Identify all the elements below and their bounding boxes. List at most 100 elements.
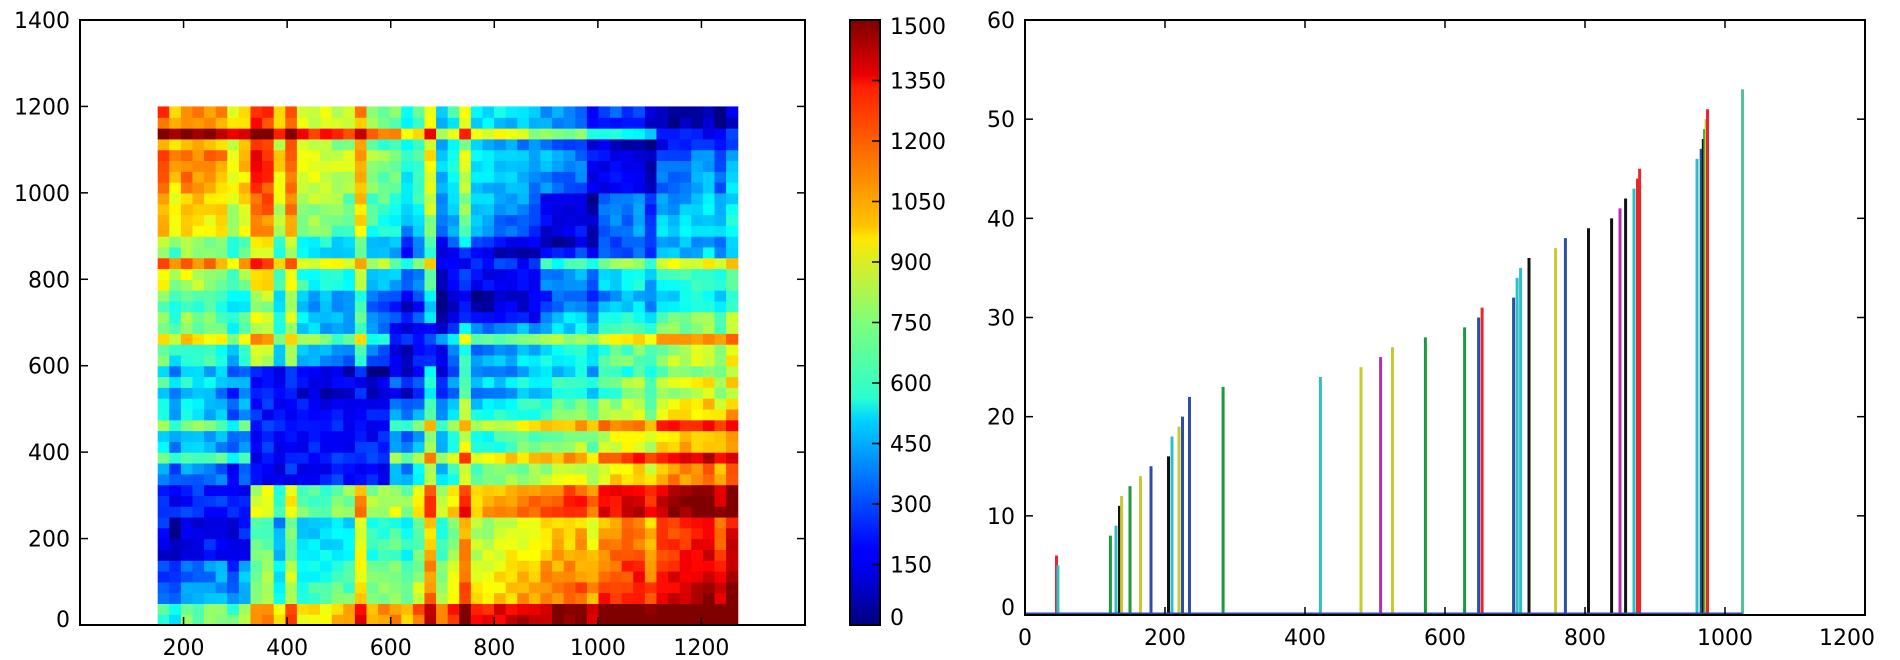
heatmap-cell (273, 257, 286, 270)
heatmap-cell (679, 614, 692, 626)
colorbar-tick-label: 150 (890, 554, 932, 579)
heatmap-cell (169, 225, 182, 237)
heatmap-cell (343, 365, 356, 378)
heatmap-cell (459, 344, 472, 356)
heatmap-cell (528, 408, 542, 421)
heatmap-cell (470, 106, 484, 118)
heatmap-cell (250, 549, 263, 561)
heatmap-cell (528, 290, 542, 302)
heatmap-cell (621, 452, 634, 464)
heatmap-cell (702, 462, 716, 475)
heatmap-cell (169, 581, 182, 594)
heatmap-cell (354, 236, 368, 248)
heatmap-cell (575, 138, 588, 151)
heatmap-cell (726, 495, 739, 507)
heatmap-cell (215, 344, 228, 356)
heatmap-cell (169, 171, 182, 183)
heatmap-cell (586, 182, 600, 194)
heatmap-cell (679, 570, 692, 583)
heatmap-cell (540, 344, 553, 356)
heatmap-cell (250, 225, 263, 237)
heatmap-cell (702, 506, 716, 518)
heatmap-cell (180, 333, 194, 345)
heatmap-cell (447, 171, 460, 183)
heatmap-cell (412, 236, 426, 248)
heatmap-cell (192, 160, 205, 172)
heatmap-cell (691, 560, 704, 572)
heatmap-cell (726, 430, 739, 442)
heatmap-cell (320, 441, 333, 453)
bar-y-tick-label: 50 (987, 108, 1015, 133)
heatmap-cell (586, 311, 600, 324)
heatmap-cell (308, 387, 321, 399)
heatmap-cell (610, 527, 623, 540)
heatmap-cell (633, 138, 646, 151)
heatmap-cell (586, 106, 600, 118)
heatmap-cell (540, 603, 553, 615)
heatmap-cell (412, 246, 426, 259)
heatmap-cell (702, 452, 716, 464)
heatmap-cell (528, 322, 542, 334)
heatmap-cell (296, 549, 310, 561)
heatmap-cell (424, 246, 437, 259)
heatmap-cell (285, 398, 298, 410)
heatmap-cell (447, 128, 460, 140)
heatmap-cell (320, 452, 333, 464)
heatmap-cell (436, 171, 449, 183)
heatmap-cell (563, 333, 576, 345)
heatmap-cell (308, 603, 321, 615)
heatmap-cell (412, 560, 426, 572)
heatmap-cell (679, 538, 692, 550)
heatmap-cell (494, 192, 507, 205)
heatmap-cell (285, 344, 298, 356)
heatmap-cell (285, 246, 298, 259)
heatmap-cell (308, 462, 321, 475)
heatmap-cell (169, 160, 182, 172)
heatmap-cell (552, 182, 565, 194)
heatmap-cell (517, 268, 530, 280)
heatmap-cell (238, 160, 252, 172)
heatmap-cell (192, 473, 205, 486)
heatmap-cell (505, 182, 518, 194)
heatmap-cell (273, 538, 286, 550)
heatmap-cell (668, 398, 681, 410)
heatmap-cell (575, 257, 588, 270)
heatmap-cell (505, 398, 518, 410)
heatmap-cell (180, 257, 194, 270)
heatmap-cell (610, 106, 623, 118)
heatmap-cell (494, 376, 507, 388)
heatmap-cell (343, 268, 356, 280)
heatmap-cell (633, 365, 646, 378)
heatmap-cell (517, 138, 530, 151)
heatmap-cell (273, 430, 286, 442)
heatmap-cell (726, 214, 739, 226)
heatmap-cell (250, 387, 263, 399)
heatmap-cell (470, 592, 484, 604)
heatmap-cell (679, 192, 692, 205)
heatmap-cell (633, 603, 646, 615)
heatmap-cell (320, 516, 333, 529)
heatmap-cell (169, 236, 182, 248)
heatmap-cell (621, 268, 634, 280)
heatmap-cell (412, 344, 426, 356)
heatmap-cell (436, 322, 449, 334)
heatmap-cell (308, 225, 321, 237)
heatmap-cell (215, 117, 228, 129)
heatmap-cell (528, 160, 542, 172)
heatmap-cell (656, 149, 669, 162)
heatmap-cell (412, 527, 426, 540)
heatmap-cell (494, 214, 507, 226)
heatmap-cell (238, 408, 252, 421)
heatmap-cell (343, 149, 356, 162)
heatmap-cell (308, 268, 321, 280)
heatmap-cell (598, 128, 611, 140)
heatmap-cell (726, 527, 739, 540)
heatmap-cell (215, 484, 228, 496)
heatmap-cell (633, 354, 646, 367)
heatmap-cell (273, 408, 286, 421)
heatmap-cell (459, 214, 472, 226)
heatmap-cell (320, 290, 333, 302)
heatmap-cell (644, 268, 658, 280)
heatmap-cell (424, 311, 437, 324)
heatmap-cell (389, 117, 402, 129)
